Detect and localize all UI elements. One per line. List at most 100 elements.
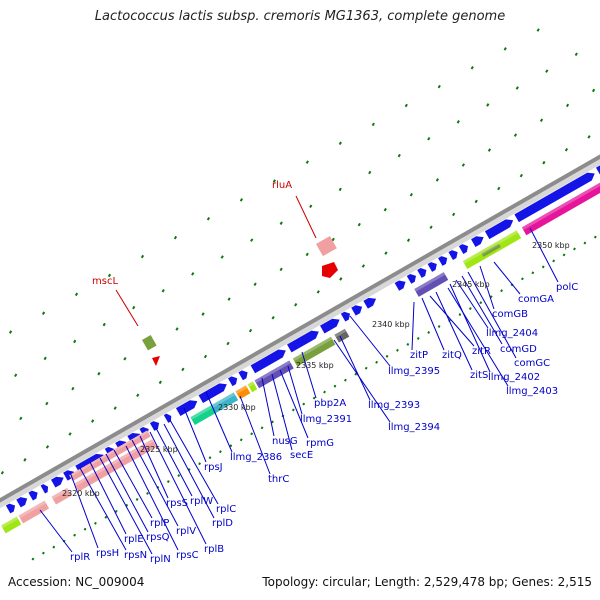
gene-block-olive: [481, 243, 501, 257]
gene-label-leader: [69, 471, 99, 549]
scale-dot: [564, 147, 569, 152]
scale-dot: [468, 307, 472, 311]
gene-label-leader: [125, 445, 179, 551]
gene-label-leader: [301, 351, 317, 399]
tick-label: 2320 kbp: [62, 489, 100, 498]
gene-label-leader: [261, 377, 275, 437]
scale-dot: [396, 348, 399, 352]
gene-label-leader: [113, 449, 153, 519]
scale-dot: [536, 28, 540, 32]
scale-dot: [409, 193, 413, 197]
scale-dot: [339, 277, 343, 281]
scale-dot: [404, 103, 408, 108]
scale-dots: [0, 28, 597, 561]
mscL-marker-icon: [152, 356, 160, 366]
scale-dot: [248, 328, 253, 333]
scale-dot: [97, 371, 101, 376]
tick-label: 2325 kbp: [140, 445, 178, 454]
scale-dot: [279, 221, 283, 225]
scale-dot: [333, 384, 337, 388]
scale-dot: [591, 88, 596, 93]
gene-label-leader: [169, 419, 219, 505]
gene-label-leader: [333, 339, 391, 423]
forward-gene-arrow: [363, 297, 377, 309]
scale-dot: [45, 401, 49, 406]
gene-label: rplE: [124, 534, 144, 545]
gene-label-leader: [421, 297, 445, 351]
tick-label: 2335 kbp: [296, 361, 334, 370]
scale-dot: [513, 133, 518, 137]
scale-dot: [208, 456, 212, 460]
forward-gene-arrow: [458, 244, 469, 254]
genome-backbone: [0, 154, 600, 503]
gene-label: llmg_2391: [300, 414, 352, 425]
gene-label: rpmG: [306, 438, 334, 449]
gene-label-leader: [467, 271, 517, 359]
scale-dot: [316, 290, 320, 294]
forward-gene-arrow: [228, 376, 238, 387]
scale-dot: [416, 336, 420, 340]
scale-dot: [427, 136, 431, 141]
scale-dot: [384, 251, 388, 255]
gene-label: rplB: [204, 544, 224, 555]
scale-dot: [271, 420, 274, 424]
gene-label: llmg_2393: [368, 400, 420, 411]
gene-label-leader: [155, 427, 193, 497]
gene-label-leader: [89, 461, 127, 535]
gene-label: rpsH: [96, 548, 119, 559]
gene-block-green: [190, 405, 216, 426]
gene-label: comGA: [518, 294, 554, 305]
rluA-gene-block: [316, 236, 337, 257]
gene-label: pbp2A: [314, 398, 346, 409]
gene-block-pink: [69, 430, 151, 482]
scale-dot: [45, 445, 50, 449]
scale-dot: [19, 416, 23, 421]
gene-label: llmg_2395: [388, 366, 440, 377]
gene-label: rplD: [212, 518, 233, 529]
gene-label: comGC: [514, 358, 550, 369]
forward-gene-arrow: [471, 236, 484, 248]
gene-label: rpsQ: [146, 532, 170, 543]
scale-dot: [368, 170, 372, 175]
scale-dot: [271, 315, 275, 320]
scale-dot: [52, 545, 56, 549]
scale-dot: [203, 354, 208, 359]
scale-dot: [515, 86, 519, 90]
scale-dot: [456, 120, 460, 124]
gene-label: comGD: [500, 344, 537, 355]
scale-dot: [541, 265, 545, 269]
gene-block-grey: [334, 328, 350, 343]
forward-gene-arrow: [175, 400, 198, 416]
scale-dot: [574, 52, 578, 57]
gene-label: rplN: [150, 554, 171, 565]
gene-label: zitS: [470, 370, 488, 381]
forward-gene-arrow: [351, 305, 363, 316]
scale-dot: [427, 331, 431, 334]
scale-dot: [166, 480, 170, 483]
gene-label-leader: [455, 279, 489, 329]
scale-dot: [226, 341, 230, 346]
gene-label-leader: [99, 457, 153, 555]
gene-label: nusG: [272, 436, 298, 447]
scale-dot: [302, 402, 306, 406]
scale-dot: [260, 426, 264, 430]
gene-label-leader: [149, 431, 207, 545]
forward-gene-arrow: [406, 274, 416, 284]
scale-dot: [250, 432, 254, 436]
gene-block-lime: [1, 516, 22, 534]
scale-dot: [573, 247, 576, 251]
scale-dot: [198, 462, 201, 466]
scale-dot: [383, 207, 387, 212]
scale-dot: [83, 527, 87, 531]
scale-dot: [220, 255, 224, 259]
gene-label-leader: [105, 453, 149, 533]
scale-dot: [487, 148, 492, 152]
scale-dot: [181, 367, 185, 372]
forward-gene-arrow: [163, 413, 172, 423]
gene-label-leader: [411, 301, 415, 351]
scale-dot: [14, 373, 18, 378]
scale-dot: [406, 238, 411, 242]
scale-dot: [227, 297, 231, 301]
gene-label-leader: [493, 261, 521, 295]
